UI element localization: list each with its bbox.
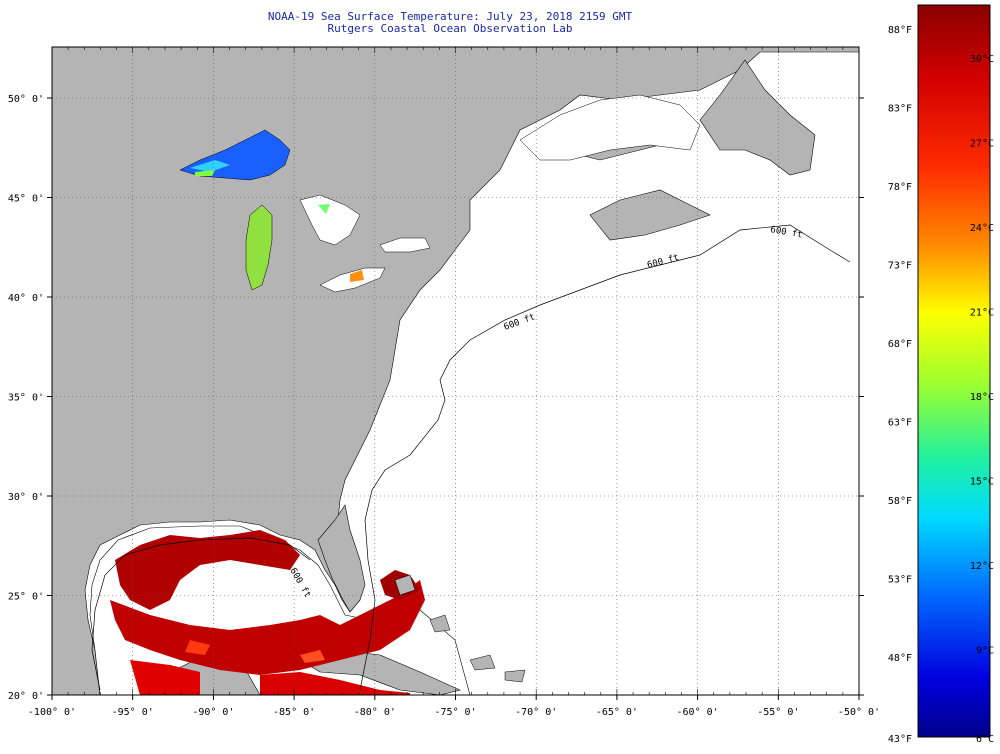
lat-tick-label: 30° 0'	[8, 492, 44, 503]
colorbar-f-label: 53°F	[888, 575, 912, 586]
map-subtitle: Rutgers Coastal Ocean Observation Lab	[327, 22, 573, 35]
colorbar-c-label: 24°C	[970, 223, 994, 234]
colorbar-c-label: 6°C	[976, 734, 994, 745]
isobath-600ft	[359, 224, 851, 691]
colorbar-f-label: 43°F	[888, 734, 912, 745]
lon-tick-label: -50° 0'	[838, 707, 880, 718]
colorbar-c-label: 12°C	[970, 561, 994, 572]
lake-ontario	[379, 237, 431, 253]
land-newfoundland	[699, 59, 816, 176]
great-lakes	[179, 129, 431, 293]
lon-tick-label: -60° 0'	[677, 707, 719, 718]
lon-tick-label: -65° 0'	[596, 707, 638, 718]
lon-tick-label: -80° 0'	[354, 707, 396, 718]
colorbar-c-label: 30°C	[970, 54, 994, 65]
colorbar-c-label: 15°C	[970, 477, 994, 488]
lat-tick-label: 35° 0'	[8, 393, 44, 404]
colorbar-f-label: 73°F	[888, 261, 912, 272]
land-nova-scotia	[589, 189, 711, 241]
lake-huron	[299, 194, 361, 246]
colorbar-f-label: 78°F	[888, 182, 912, 193]
st-lawrence	[519, 94, 701, 161]
bahamas	[394, 574, 526, 683]
lat-tick-label: 40° 0'	[8, 293, 44, 304]
colorbar-labels: 88°F 83°F 78°F 73°F 68°F 63°F 58°F 53°F 48°F 43°F…	[888, 25, 994, 745]
colorbar-f-label: 48°F	[888, 653, 912, 664]
colorbar-c-label: 9°C	[976, 646, 994, 657]
lon-tick-label: -85° 0'	[273, 707, 315, 718]
axis-labels: -100° 0' -95° 0' -90° 0' -85° 0' -80° 0' -75°…	[8, 47, 880, 718]
colorbar-c-label: 18°C	[970, 392, 994, 403]
colorbar-f-label: 63°F	[888, 418, 912, 429]
map-title: NOAA-19 Sea Surface Temperature: July 23…	[267, 10, 633, 23]
lon-tick-label: -75° 0'	[434, 707, 476, 718]
colorbar-c-label: 27°C	[970, 139, 994, 150]
sst-gulf-patches	[110, 530, 425, 695]
colorbar-f-label: 83°F	[888, 104, 912, 115]
graticule	[52, 47, 859, 695]
lat-tick-label: 25° 0'	[8, 592, 44, 603]
colorbar-f-label: 58°F	[888, 496, 912, 507]
lake-michigan	[245, 204, 273, 291]
lat-tick-label: 45° 0'	[8, 194, 44, 205]
colorbar-f-label: 88°F	[888, 25, 912, 36]
colorbar-f-label: 68°F	[888, 339, 912, 350]
lon-tick-label: -55° 0'	[757, 707, 799, 718]
lat-tick-label: 50° 0'	[8, 94, 44, 105]
lon-tick-label: -95° 0'	[112, 707, 154, 718]
colorbar-c-label: 21°C	[970, 308, 994, 319]
lon-tick-label: -90° 0'	[192, 707, 234, 718]
lon-tick-label: -70° 0'	[515, 707, 557, 718]
colorbar: 88°F 83°F 78°F 73°F 68°F 63°F 58°F 53°F 48°F 43°F…	[888, 4, 994, 745]
lat-tick-label: 20° 0'	[8, 691, 44, 702]
lon-tick-label: -100° 0'	[28, 707, 76, 718]
colorbar-gradient	[917, 4, 991, 738]
land-florida	[317, 504, 366, 613]
